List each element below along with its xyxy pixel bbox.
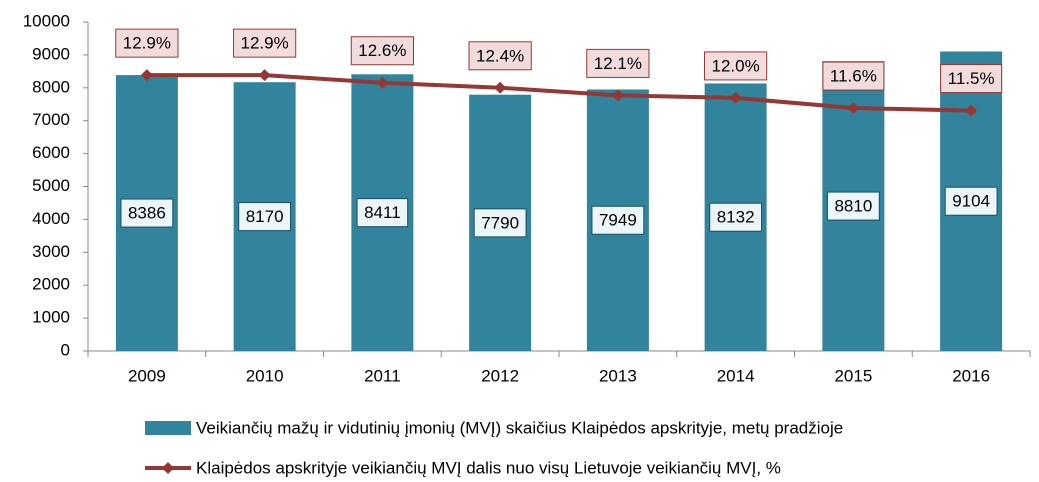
bar-label-text: 7790: [481, 213, 519, 232]
legend-swatch: [145, 421, 191, 435]
bar-label-box: [826, 191, 880, 221]
line-label-box: [940, 64, 1003, 94]
legend-label: Veikiančių mažų ir vidutinių įmonių (MVĮ…: [196, 418, 843, 437]
y-tick-label: 3000: [32, 242, 70, 261]
y-tick-label: 6000: [32, 143, 70, 162]
legend-label: Klaipėdos apskrityje veikiančių MVĮ dali…: [196, 458, 781, 477]
line-label-box: [115, 28, 179, 58]
x-tick-label: 2010: [246, 366, 284, 385]
legend-item: Klaipėdos apskrityje veikiančių MVĮ dali…: [145, 458, 781, 477]
y-tick-label: 5000: [32, 176, 70, 195]
line-marker: [847, 102, 860, 115]
line-label: 12.0%: [704, 51, 768, 81]
bar-label: 8132: [709, 202, 763, 232]
line-label: 11.5%: [940, 64, 1003, 94]
line-label-box: [704, 51, 768, 81]
line-marker: [376, 76, 389, 89]
y-tick-label: 7000: [32, 110, 70, 129]
line-label-box: [468, 41, 532, 71]
bar-label-text: 8170: [246, 207, 284, 226]
y-tick-label: 4000: [32, 209, 70, 228]
line-label-text: 11.6%: [830, 67, 877, 86]
bar-label-text: 8411: [364, 203, 401, 222]
line-marker: [140, 69, 153, 82]
bar-label-box: [591, 205, 645, 235]
line-label-box: [822, 61, 885, 91]
legend-item: Veikiančių mažų ir vidutinių įmonių (MVĮ…: [145, 418, 843, 437]
line-label-text: 12.1%: [594, 54, 642, 73]
line-label-text: 12.9%: [123, 34, 171, 53]
bar-label-text: 8132: [717, 208, 755, 227]
line-marker: [258, 69, 271, 82]
bar-label-text: 8386: [128, 204, 166, 223]
x-tick-label: 2013: [599, 366, 637, 385]
line-label-box: [586, 48, 650, 78]
y-tick-label: 10000: [23, 11, 70, 30]
y-tick-label: 1000: [32, 308, 70, 327]
legend-marker: [162, 462, 174, 474]
line-label-text: 11.5%: [948, 69, 995, 88]
line-label-box: [233, 28, 297, 58]
x-tick-label: 2016: [952, 366, 990, 385]
line-marker: [965, 104, 978, 117]
line-label-text: 12.9%: [241, 34, 289, 53]
bar-label-text: 7949: [599, 211, 637, 230]
line: [146, 73, 972, 113]
line-label: 12.1%: [586, 48, 650, 78]
y-tick-label: 0: [61, 340, 70, 359]
bar-label: 8810: [826, 191, 880, 221]
x-tick-label: 2015: [834, 366, 872, 385]
line-marker: [729, 91, 742, 104]
bar-label: 8411: [356, 198, 409, 228]
bar-label-box: [356, 198, 409, 228]
line-label: 12.9%: [115, 28, 179, 58]
line-label-box: [350, 36, 414, 66]
bar-label-box: [473, 208, 527, 238]
x-tick-label: 2011: [364, 366, 401, 385]
bar-label-text: 8810: [834, 197, 872, 216]
bar-label: 7949: [591, 205, 645, 235]
x-tick-label: 2014: [717, 366, 755, 385]
bar-label: 7790: [473, 208, 527, 238]
line-marker: [611, 89, 624, 102]
line-label-text: 12.6%: [358, 41, 406, 60]
line-label: 12.4%: [468, 41, 532, 71]
bar-label-box: [238, 202, 292, 232]
x-tick-label: 2009: [128, 366, 166, 385]
line-label-text: 12.4%: [476, 46, 524, 65]
bar-label: 9104: [944, 186, 998, 216]
bar-label: 8386: [120, 198, 174, 228]
y-tick-label: 2000: [32, 275, 70, 294]
line-label: 12.6%: [350, 36, 414, 66]
line-label: 11.6%: [822, 61, 885, 91]
y-tick-label: 9000: [32, 44, 70, 63]
bar-label-box: [120, 198, 174, 228]
bar-label: 8170: [238, 202, 292, 232]
line-label-text: 12.0%: [712, 56, 760, 75]
bar-label-text: 9104: [952, 192, 990, 211]
line-marker: [494, 81, 507, 94]
line-label: 12.9%: [233, 28, 297, 58]
bar-label-box: [944, 186, 998, 216]
y-tick-label: 8000: [32, 77, 70, 96]
x-tick-label: 2012: [481, 366, 519, 385]
bar-label-box: [709, 202, 763, 232]
